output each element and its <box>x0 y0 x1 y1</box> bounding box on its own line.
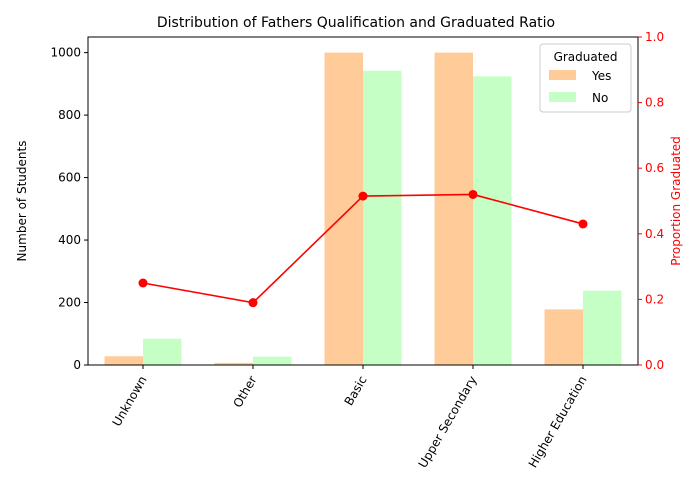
x-tick-label-1: Other <box>230 373 259 410</box>
legend: Graduated Yes No <box>539 43 632 113</box>
y-right-tick-label-1: 0.2 <box>645 292 664 306</box>
y-right-tick-label-4: 0.8 <box>645 96 664 110</box>
bar-no-4 <box>583 290 622 365</box>
legend-label-no: No <box>592 91 608 105</box>
y-tick-label-2: 400 <box>58 233 81 247</box>
proportion-point-4 <box>578 219 588 229</box>
x-tick-label-3: Upper Secondary <box>416 374 480 471</box>
bar-yes-1 <box>214 362 253 365</box>
bar-no-2 <box>363 70 402 365</box>
y-right-tick-label-3: 0.6 <box>645 161 664 175</box>
y-axis-right-title: Proportion Graduated <box>669 136 683 266</box>
bar-yes-4 <box>544 309 583 365</box>
y-right-tick-label-2: 0.4 <box>645 227 664 241</box>
x-axis: Unknown Other Basic Upper Secondary Higher E… <box>110 365 590 470</box>
legend-title: Graduated <box>554 50 618 64</box>
legend-label-yes: Yes <box>591 69 611 83</box>
proportion-point-2 <box>358 191 368 201</box>
legend-swatch-yes <box>549 70 576 80</box>
x-tick-label-4: Higher Education <box>526 374 590 471</box>
proportion-line-group <box>138 189 588 308</box>
x-tick-label-2: Basic <box>342 374 370 409</box>
legend-swatch-no <box>549 92 576 102</box>
right-axis: 0.0 0.2 0.4 0.6 0.8 1.0 <box>638 30 664 372</box>
left-axis: 0 200 400 600 800 1000 <box>50 46 88 372</box>
y-right-tick-label-5: 1.0 <box>645 30 664 44</box>
bars-group <box>104 52 622 366</box>
y-right-tick-label-0: 0.0 <box>645 358 664 372</box>
proportion-point-0 <box>138 278 148 288</box>
chart-title: Distribution of Fathers Qualification an… <box>157 15 555 31</box>
y-tick-label-0: 0 <box>73 358 81 372</box>
bar-yes-0 <box>104 356 143 365</box>
proportion-point-1 <box>248 298 258 308</box>
y-tick-label-1: 200 <box>58 296 81 310</box>
y-tick-label-5: 1000 <box>50 46 81 60</box>
y-tick-label-4: 800 <box>58 108 81 122</box>
bar-no-3 <box>473 76 512 366</box>
y-tick-label-3: 600 <box>58 171 81 185</box>
x-tick-label-0: Unknown <box>110 374 150 429</box>
bar-yes-2 <box>324 52 363 365</box>
bar-no-1 <box>253 356 292 365</box>
proportion-point-3 <box>468 189 478 199</box>
bar-no-0 <box>143 338 182 365</box>
y-axis-title: Number of Students <box>15 141 29 262</box>
bar-yes-3 <box>434 52 473 365</box>
